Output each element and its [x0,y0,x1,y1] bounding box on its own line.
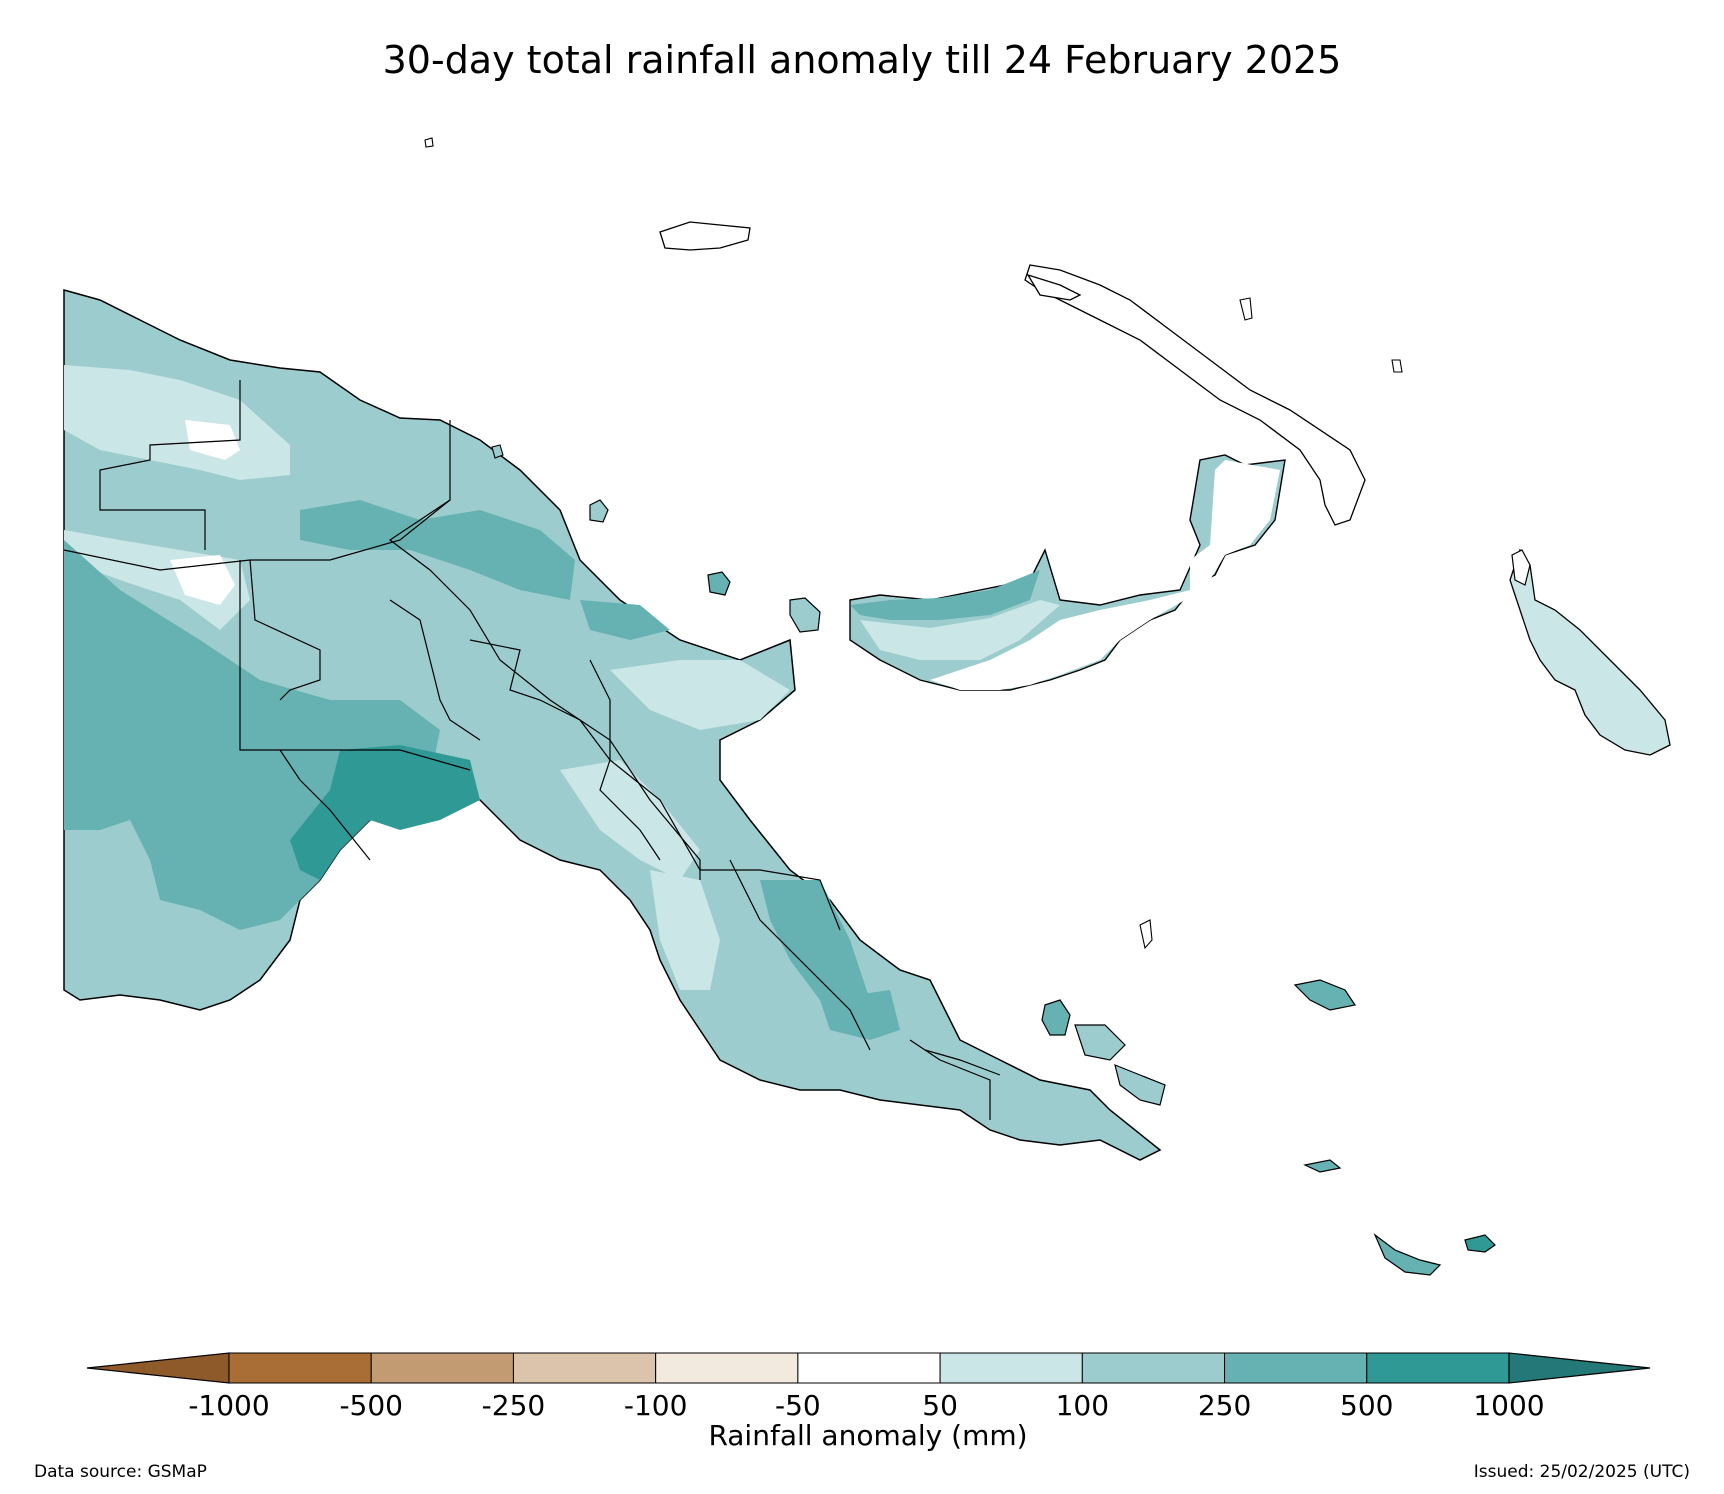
colorbar-segment [797,1352,941,1384]
colorbar-segment [1081,1352,1226,1384]
colorbar-label: Rainfall anomaly (mm) [708,1419,1027,1452]
bougainville [1509,548,1671,756]
wuvulu-island [424,137,434,148]
new-britain-wet [850,570,1040,620]
colorbar-segment [228,1352,372,1384]
map-title: 30-day total rainfall anomaly till 24 Fe… [382,38,1342,82]
colorbar-segment [655,1352,799,1384]
new-britain-light [860,600,1060,660]
tagula-island [1373,1233,1442,1276]
tabar-island [1239,297,1253,321]
new-britain [849,454,1286,691]
colorbar-tick-label: 500 [1340,1389,1393,1422]
anomaly-neutral-north [185,420,240,460]
colorbar-tick-label: 50 [922,1389,958,1422]
anomaly-500-1000-gulf [290,745,480,880]
rossel-island [1464,1234,1496,1253]
colorbar-tick-label: 250 [1198,1389,1251,1422]
colorbar-under-triangle [86,1352,230,1384]
issued-text: Issued: 25/02/2025 (UTC) [1473,1462,1690,1482]
anomaly-250-500-east [760,880,870,1030]
colorbar-tick-label: 1000 [1473,1389,1544,1422]
long-island [707,571,731,596]
woodlark-island [1293,979,1356,1011]
anomaly-250-500-southeast [820,990,900,1040]
fergusson-island [1074,1024,1126,1061]
anomaly-50-100-east [610,660,790,730]
colorbar-over-triangle [1508,1352,1651,1384]
anomaly-50-100-south [650,870,720,990]
goodenough-island [1041,999,1071,1036]
colorbar-segment [1224,1352,1368,1384]
colorbar-segment [512,1352,657,1384]
lihir-island [1391,359,1403,373]
colorbar-segment [939,1352,1083,1384]
colorbar-segment [1366,1352,1510,1384]
colorbar-segment [370,1352,514,1384]
umboi-island [789,597,821,633]
normanby-island [1114,1064,1166,1106]
new-britain-dry [930,460,1280,690]
anomaly-250-500-north [300,500,575,600]
mainland [63,289,1162,1161]
karkar-island [589,499,609,523]
anomaly-50-100-west [64,530,250,630]
manam-island [491,444,504,459]
colorbar-tick-label: -1000 [188,1389,269,1422]
colorbar-tick-label: -500 [339,1389,403,1422]
anomaly-250-500-sepik [580,600,670,640]
colorbar-tick-label: -50 [775,1389,821,1422]
buka [1511,549,1531,586]
colorbar-tick-label: -250 [482,1389,546,1422]
colorbar: -1000 -500 -250 -100 -50 50 100 250 500 1000 [86,1352,1651,1422]
misima-island [1303,1159,1342,1173]
colorbar-tick-label: 100 [1056,1389,1109,1422]
colorbar-tick-label: -100 [624,1389,688,1422]
province-borders [63,380,1001,1120]
manus-island [659,221,751,251]
new-hanover [1026,273,1082,301]
data-source-text: Data source: GSMaP [34,1462,207,1482]
trobriand-island [1139,919,1153,950]
